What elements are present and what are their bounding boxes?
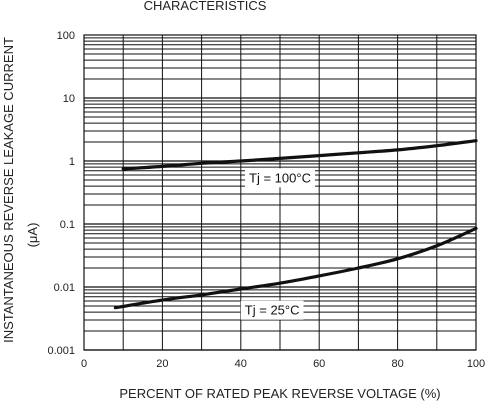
x-tick-label: 40 xyxy=(235,358,247,370)
x-tick-label: 20 xyxy=(156,358,168,370)
y-tick-label: 1 xyxy=(69,156,75,168)
y-axis-unit: (μA) xyxy=(25,223,40,248)
x-tick-label: 60 xyxy=(313,358,325,370)
annotation-bg xyxy=(245,168,315,188)
x-tick-label: 100 xyxy=(467,358,485,370)
chart-title: CHARACTERISTICS xyxy=(144,0,267,13)
annotation-label: Tj = 25°C xyxy=(245,303,300,318)
annotation-bg xyxy=(240,300,304,320)
x-tick-label: 80 xyxy=(391,358,403,370)
y-tick-label: 0.01 xyxy=(54,282,75,294)
series-layer xyxy=(113,139,478,310)
annotation-label: Tj = 100°C xyxy=(249,170,311,185)
y-tick-label: 0.001 xyxy=(47,345,75,357)
x-axis-label: PERCENT OF RATED PEAK REVERSE VOLTAGE (%… xyxy=(119,386,440,401)
x-tick-labels: 0 20 40 60 80 100 xyxy=(81,358,485,370)
y-axis-label: INSTANTANEOUS REVERSE LEAKAGE CURRENT xyxy=(1,37,16,343)
plot-frame xyxy=(83,34,477,351)
annotation-tj-25c: Tj = 25°C xyxy=(240,300,304,320)
series-line-tj-100c xyxy=(121,139,478,171)
series-line-tj-25c xyxy=(113,226,478,310)
annotation-layer: Tj = 100°C Tj = 25°C xyxy=(240,168,315,320)
x-tick-label: 0 xyxy=(81,358,87,370)
y-tick-label: 100 xyxy=(57,30,75,42)
y-tick-label: 10 xyxy=(63,93,75,105)
y-tick-label: 0.1 xyxy=(60,219,75,231)
y-tick-labels: 0.001 0.01 0.1 1 10 100 xyxy=(47,30,75,357)
annotation-tj-100c: Tj = 100°C xyxy=(245,168,315,188)
